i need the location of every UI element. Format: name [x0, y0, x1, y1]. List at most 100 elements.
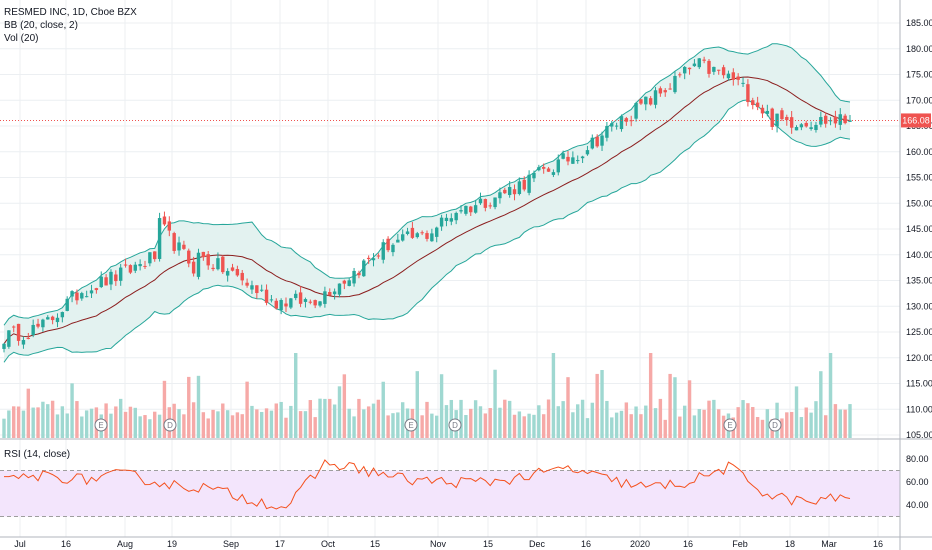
time-tick: 18: [785, 539, 795, 549]
candle-body: [279, 299, 283, 311]
candle-body: [551, 172, 556, 175]
price-tick: 185.00: [906, 18, 932, 28]
candle-body: [342, 280, 347, 284]
volume-bar: [780, 418, 784, 438]
volume-bar: [323, 398, 327, 438]
volume-bar: [396, 412, 400, 438]
legend-rsi[interactable]: RSI (14, close): [4, 449, 71, 460]
event-marker[interactable]: [723, 418, 737, 432]
candle-body: [123, 264, 128, 266]
candle-body: [405, 231, 410, 234]
event-marker[interactable]: [404, 418, 418, 432]
volume-bar: [644, 405, 648, 438]
volume-bar: [498, 407, 502, 438]
volume-bar: [162, 380, 167, 438]
volume-bar: [571, 412, 575, 438]
volume-bar: [279, 401, 283, 438]
volume-bar: [274, 403, 278, 438]
volume-bar: [376, 399, 381, 438]
volume-bar: [556, 406, 560, 438]
candle-body: [109, 271, 113, 285]
price-tick: 155.00: [906, 173, 932, 183]
candle-body: [318, 301, 322, 306]
candle-body: [697, 58, 701, 68]
candle-body: [114, 274, 118, 282]
candle-body: [308, 301, 313, 303]
candle-body: [799, 124, 804, 128]
volume-bar: [80, 416, 84, 438]
volume-bar: [16, 406, 21, 438]
time-tick: Nov: [430, 539, 447, 549]
time-tick: Feb: [732, 539, 748, 549]
volume-bar: [449, 399, 454, 438]
candle-body: [118, 267, 123, 281]
candle-body: [639, 99, 643, 104]
candle-body: [259, 289, 264, 291]
event-marker[interactable]: [94, 418, 108, 432]
candle-body: [721, 67, 726, 76]
legend-bb[interactable]: BB (20, close, 2): [4, 20, 78, 31]
volume-bar: [206, 418, 210, 438]
candle-body: [31, 324, 35, 336]
candle-body: [386, 238, 390, 251]
volume-bar: [610, 417, 614, 438]
candle-body: [736, 76, 740, 80]
volume-bar: [814, 401, 818, 438]
candle-body: [75, 292, 79, 301]
candle-body: [673, 75, 677, 93]
candle-body: [600, 135, 604, 146]
price-tick: 135.00: [906, 276, 932, 286]
volume-bar: [459, 399, 463, 438]
candle-body: [50, 316, 55, 321]
volume-bar: [313, 417, 317, 438]
volume-bar: [707, 400, 711, 438]
candle-body: [264, 289, 269, 303]
last-price-label: 166.08: [902, 115, 930, 125]
candle-body: [216, 258, 220, 270]
candle-body: [94, 288, 99, 291]
candle-body: [70, 291, 74, 297]
candle-body: [153, 251, 157, 260]
volume-bar: [245, 381, 249, 438]
time-tick: 16: [873, 539, 883, 549]
event-marker[interactable]: [163, 418, 177, 432]
price-tick: 150.00: [906, 198, 932, 208]
candle-body: [760, 107, 765, 114]
legend-symbol[interactable]: RESMED INC, 1D, Cboe BZX: [4, 7, 137, 18]
volume-bar: [527, 413, 531, 438]
volume-bar: [362, 409, 366, 438]
volume-bar: [663, 419, 667, 438]
volume-bar: [84, 410, 89, 438]
volume-bar: [590, 402, 595, 438]
volume-bar: [21, 410, 26, 438]
candle-body: [36, 323, 40, 327]
candle-body: [230, 267, 235, 271]
rsi-line: [3, 459, 851, 510]
volume-bar: [153, 411, 157, 438]
volume-bar: [386, 415, 390, 438]
candle-body: [789, 117, 794, 128]
volume-bar: [444, 405, 449, 438]
candle-body: [682, 66, 687, 74]
candle-body: [89, 290, 94, 294]
candle-body: [785, 116, 789, 121]
candle-body: [396, 239, 400, 243]
volume-bar: [415, 371, 419, 438]
candle-body: [712, 66, 716, 72]
event-marker[interactable]: [448, 418, 462, 432]
candle-body: [517, 181, 522, 194]
candle-body: [566, 156, 570, 162]
candle-body: [580, 156, 585, 159]
legend-vol[interactable]: Vol (20): [4, 33, 39, 44]
candle-body: [459, 210, 463, 212]
event-marker[interactable]: [768, 418, 782, 432]
candle-body: [751, 100, 755, 106]
volume-bar: [483, 413, 488, 438]
volume-bar: [177, 409, 181, 438]
candle-body: [84, 296, 89, 298]
candle-body: [605, 126, 609, 138]
volume-bar: [143, 415, 147, 438]
candle-body: [99, 276, 103, 288]
